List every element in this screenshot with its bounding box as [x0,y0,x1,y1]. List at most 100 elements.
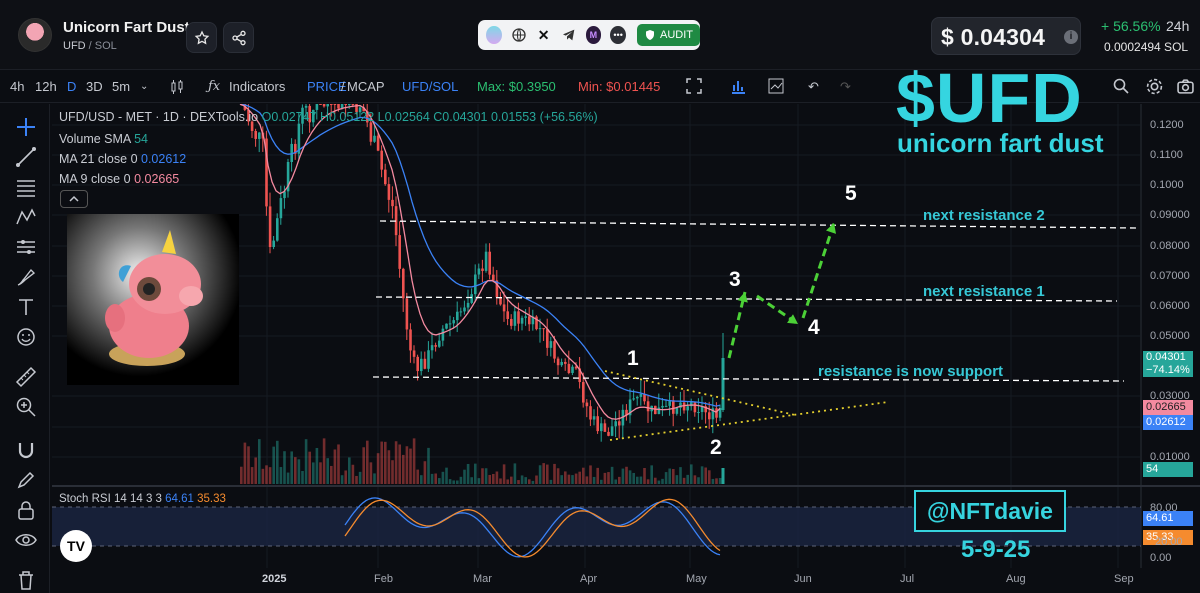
volume-bar [276,440,279,484]
time-tick: Mar [473,573,492,585]
candle-body [546,329,549,348]
volume-bar [610,466,614,484]
candle-body [452,320,455,324]
zoom-in-icon[interactable] [15,396,37,418]
magnet-icon[interactable] [15,439,37,461]
price-tick: 0.1100 [1150,149,1183,161]
volume-bar [430,473,434,484]
price-tick: 0.05000 [1150,330,1190,342]
measure-icon[interactable] [15,236,37,258]
crosshair-icon[interactable] [15,116,37,138]
candle-body [607,431,610,436]
share-button[interactable] [223,22,254,53]
audit-label: AUDIT [660,29,693,41]
chevron-down-icon[interactable]: ⌄ [140,81,149,92]
pattern-icon[interactable] [15,206,37,228]
candle-body [718,408,722,418]
candle-body [721,358,725,410]
info-icon[interactable]: i [1064,30,1078,44]
wave-2-label: 2 [710,436,722,459]
price-chart[interactable] [52,104,1200,593]
layout-icon[interactable] [768,78,784,94]
volume-bar [596,467,599,484]
price-toggle[interactable]: PRICE [307,79,347,94]
wave-5-label: 5 [845,182,857,205]
time-tick: Jul [900,573,915,585]
favorite-button[interactable] [186,22,217,53]
collapse-legend-button[interactable] [60,190,88,208]
telegram-icon[interactable] [561,26,577,44]
dapp-icon[interactable]: M [585,26,602,44]
volume-bar [366,440,369,484]
volume-bar [556,468,560,484]
volume-bar [326,458,329,484]
ruler-icon[interactable] [15,366,37,388]
trash-icon[interactable] [15,569,37,591]
settings-icon[interactable] [1146,78,1163,95]
volume-bar [337,444,340,484]
timeframe-3d[interactable]: 3D [86,79,103,94]
trendline-icon[interactable] [15,146,37,168]
candle-body [484,251,488,271]
timeframe-5m[interactable]: 5m [112,79,131,94]
emoji-icon[interactable] [15,326,37,348]
candle-body [664,405,668,407]
candle-body [704,406,707,413]
candle-body [571,366,574,374]
candle-body [582,382,585,403]
timeframe-12h[interactable]: 12h [35,79,57,94]
stoch-d-value: 35.33 [197,493,226,505]
volume-bar [589,465,592,484]
x-icon[interactable]: ✕ [537,26,550,43]
timeframe-4h[interactable]: 4h [10,79,25,94]
fib-retracement-icon[interactable] [15,176,37,198]
volume-bar [560,475,563,484]
volume-bar [484,468,488,484]
camera-icon[interactable] [1177,78,1194,95]
candle-body [344,104,347,106]
lock-icon[interactable] [15,499,37,521]
candle-body [585,402,589,407]
bar-chart-icon[interactable] [730,78,746,94]
candle-body [448,323,452,325]
candle-body [340,104,344,109]
time-tick: Aug [1006,573,1026,585]
mcap-toggle[interactable]: MCAP [347,79,385,94]
volume-bar [477,478,481,484]
time-tick: 2025 [262,573,287,585]
text-icon[interactable] [15,296,37,318]
pencil-lock-icon[interactable] [15,469,37,491]
candle-body [380,150,383,170]
indicators-button[interactable]: Indicators [229,79,286,94]
fullscreen-icon[interactable] [686,78,702,94]
volume-bar [481,468,484,484]
time-tick: May [686,573,707,585]
app-icon[interactable] [486,26,502,44]
undo-icon[interactable]: ↶ [808,79,819,94]
audit-button[interactable]: AUDIT [637,24,700,46]
volume-bar [502,464,506,484]
more-icon[interactable]: ••• [610,26,626,44]
volume-bar [679,467,682,484]
brush-icon[interactable] [15,266,37,288]
candles-icon[interactable] [169,79,185,95]
volume-bar [506,479,509,484]
volume-bar [348,457,351,484]
candle-body [247,109,250,122]
tradingview-logo[interactable]: TV [60,530,92,562]
search-icon[interactable] [1113,78,1129,94]
candle-body [456,311,459,321]
website-icon[interactable] [511,26,527,44]
candle-body [538,328,542,330]
pair-toggle[interactable]: UFD/SOL [402,79,459,94]
candle-body [416,356,419,372]
volume-bar [661,478,664,484]
indicators-icon[interactable]: ƒx [208,79,221,94]
candle-body [679,402,682,408]
volume-bar [351,464,355,484]
price-tick: 0.03000 [1150,390,1190,402]
redo-icon[interactable]: ↷ [840,79,851,94]
eye-icon[interactable] [15,529,37,551]
token-symbol: UFD [63,40,86,52]
timeframe-1d[interactable]: D [67,79,77,94]
